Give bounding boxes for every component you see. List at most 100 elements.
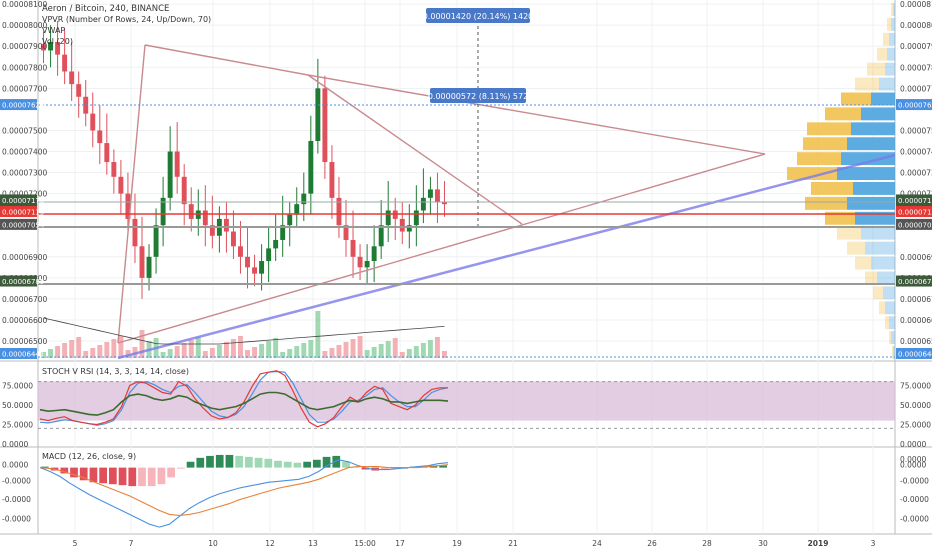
y-tick-label-left: 0.00008000 [2,21,48,30]
y-tick-label-left: 0.00007500 [2,126,48,135]
volume-bar [238,336,243,358]
volume-bar [351,339,356,358]
macd-tick-right: -0.0000 [900,514,929,523]
macd-hist-bar [99,468,107,484]
x-tick-label: 10 [208,539,218,548]
vpvr-down-row [787,167,837,180]
candle-body [294,204,299,215]
y-tick-label-right: 0.00007700 [900,84,932,93]
candle-body [231,232,236,247]
vpvr-down-row [879,301,885,314]
macd-hist-bar [216,455,224,468]
macd-tick-right: -0.0000 [900,476,929,485]
candle-body [224,219,229,232]
y-tick-label-right: 0.00006600 [900,316,932,325]
candle-body [111,162,116,177]
macd-hist-bar [235,456,243,468]
volume-bar [104,342,109,358]
x-tick-label: 28 [702,539,712,548]
candle-body [203,210,208,225]
candle-body [372,246,377,261]
y-tick-label-right: 0.00006700 [900,295,932,304]
candle-body [154,225,159,257]
volume-bar [386,341,391,358]
y-tick-label-right: 0.00007800 [900,63,932,72]
volume-bar [414,346,419,358]
candle-body [322,88,327,162]
candle-body [329,162,334,198]
vpvr-up-row [865,242,895,255]
macd-hist-bar [177,468,185,469]
y-tick-label-left: 0.00006600 [2,316,48,325]
candle-body [435,189,440,202]
volume-bar [372,347,377,358]
y-tick-label-left: 0.00006700 [2,295,48,304]
y-tick-label-right: 0.00007500 [900,126,932,135]
stoch-tick-right: 75.0000 [900,382,931,391]
volume-bar [428,340,433,358]
vpvr-down-row [803,137,847,150]
price-tag-label: 0.00007170 [898,197,932,205]
x-tick-label: 12 [265,539,275,548]
measure-callout-top[interactable]: 0.00001420 (20.14%) 1420 [423,8,534,23]
volume-bar [421,343,426,358]
y-tick-label-right: 0.00007300 [900,169,932,178]
stoch-tick-right: 0.0000 [900,440,926,449]
macd-tick-right: -0.0000 [900,495,929,504]
volume-bar [301,343,306,358]
macd-hist-bar [90,468,98,483]
vpvr-up-row [891,18,895,31]
macd-tick-left: -0.0000 [2,514,31,523]
x-tick-label: 5 [73,539,78,548]
volume-bar [76,337,81,358]
macd-hist-bar [119,468,127,486]
vpvr-down-row [891,3,893,16]
candle-body [400,219,405,232]
candle-body [379,225,384,246]
macd-hist-bar [148,468,156,487]
volume-bar [315,311,320,358]
vpvr-down-row [873,286,883,299]
x-tick-label: 13 [308,539,318,548]
candle-body [421,198,426,211]
macd-hist-bar [245,457,253,468]
candle-body [414,210,419,225]
vpvr-down-row [889,331,891,344]
candle-body [76,84,81,97]
candle-body [133,219,138,246]
volume-bar [175,346,180,358]
macd-hist-bar [342,462,350,468]
volume-bar [97,345,102,358]
volume-bar [393,338,398,358]
price-tag-label-left: 0.00007170 [2,197,44,205]
candle-body [62,55,67,72]
vpvr-down-row [811,182,853,195]
y-tick-label-right: 0.00008000 [900,21,932,30]
candle-body [147,257,152,278]
volume-bar [259,344,264,358]
macd-hist-bar [274,461,282,468]
x-tick-label: 3 [871,539,876,548]
macd-hist-bar [167,468,175,478]
candle-body [259,261,264,274]
y-tick-label-left: 0.00007800 [2,63,48,72]
vpvr-down-row [805,197,847,210]
candle-body [287,215,292,226]
macd-hist-bar [284,462,292,468]
x-tick-label: 2019 [808,539,829,548]
vpvr-down-row [855,257,871,270]
price-tag-label-left: 0.00006785 [2,278,44,286]
price-tag-label-left: 0.00007054 [2,221,45,229]
vpvr-up-row [871,93,895,106]
candle-body [252,267,257,273]
vpvr-up-row [847,137,895,150]
volume-bar [344,342,349,358]
measure-callout-top-text: 0.00001420 (20.14%) 1420 [423,12,534,21]
macd-tick-left: -0.0000 [2,495,31,504]
measure-callout-mid[interactable]: 0.00000572 (8.11%) 572 [428,88,528,103]
macd-hist-bar [128,468,136,487]
x-tick-label: 17 [395,539,405,548]
macd-label: MACD (12, 26, close, 9) [42,452,136,461]
